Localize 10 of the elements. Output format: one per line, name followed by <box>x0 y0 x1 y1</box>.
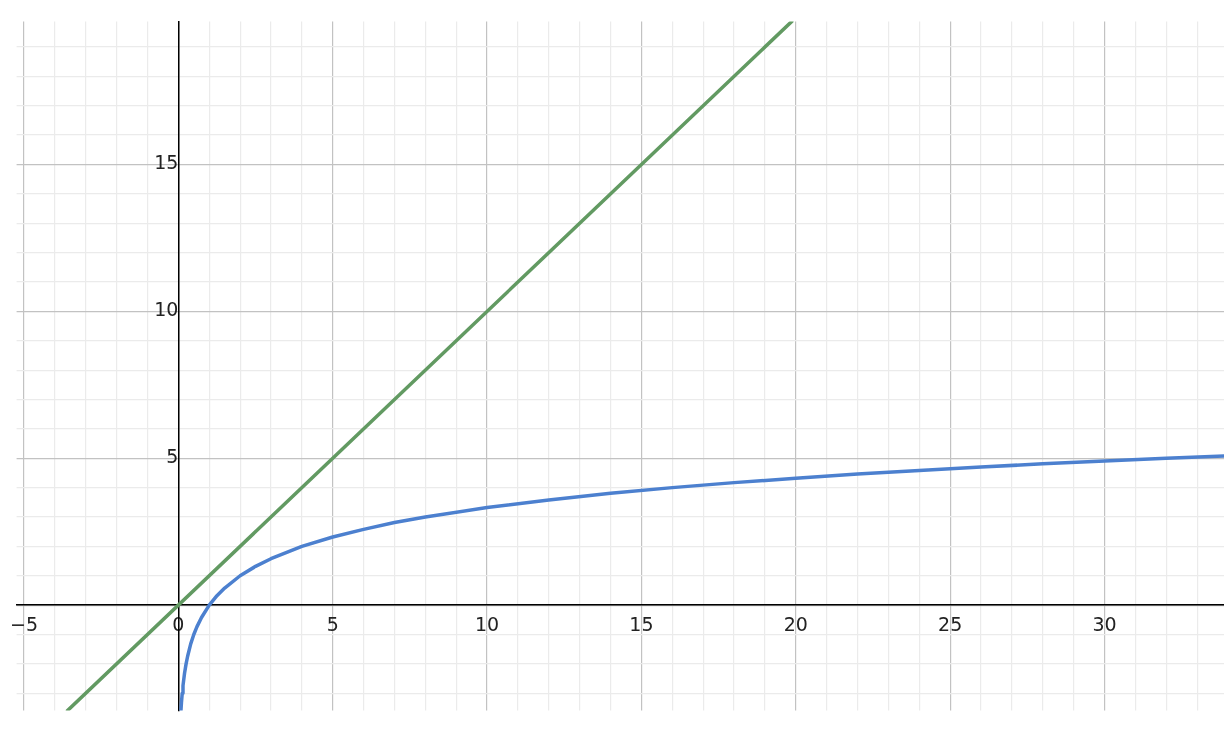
x-tick-label: 25 <box>938 613 963 636</box>
y-tick-label: 5 <box>166 445 179 468</box>
y-tick-label: 10 <box>154 298 179 321</box>
x-tick-label: 20 <box>783 613 808 636</box>
y-tick-label: 15 <box>154 151 179 174</box>
x-tick-label: 10 <box>474 613 500 636</box>
x-tick-label: 5 <box>326 613 339 636</box>
x-tick-label: 15 <box>629 613 654 636</box>
x-tick-label: 30 <box>1092 613 1117 636</box>
x-tick-label: −5 <box>10 613 39 636</box>
